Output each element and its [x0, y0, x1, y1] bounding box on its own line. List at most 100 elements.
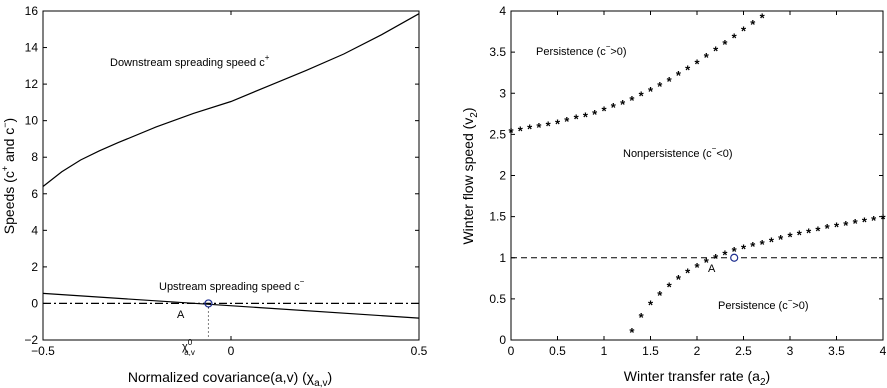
right-lower-curve-point: * [853, 216, 859, 231]
left-point-a-marker [204, 299, 213, 308]
right-upper-curve-point: * [583, 109, 589, 124]
right-lower-curve-point: * [769, 234, 775, 249]
right-lower-curve-point: * [825, 221, 831, 236]
left-y-tick-label: 16 [25, 4, 39, 18]
right-upper-curve-point: * [750, 17, 756, 32]
right-y-tick-label: 0 [499, 333, 506, 347]
right-y-tick-label: 3.5 [489, 45, 506, 59]
right-upper-curve-point: * [536, 120, 542, 135]
right-y-tick-label: 1 [499, 251, 506, 265]
left-downstream-annotation: Downstream spreading speed c+ [110, 53, 270, 69]
right-x-tick-label: 2.5 [735, 344, 752, 358]
right-y-tick-label: 0.5 [489, 292, 506, 306]
right-y-tick-label: 2 [499, 169, 506, 183]
left-y-tick-label: 14 [25, 41, 39, 55]
right-lower-curve-point: * [815, 224, 821, 239]
right-upper-curve-point: * [722, 37, 728, 52]
right-point-a-marker [730, 253, 739, 262]
right-upper-curve-point: * [546, 118, 552, 133]
right-upper-curve-point: * [611, 100, 617, 115]
right-chart-marks: * * * * * * * * * * * * * * * * * * * * * * * * * * * ****** * * * * * * *… [508, 11, 886, 340]
left-x-tick-label: 0.5 [411, 344, 428, 358]
left-y-tick-label: 4 [31, 223, 38, 237]
left-y-axis-label: Speeds (c+ and c−) [0, 118, 17, 234]
right-lower-curve-point: * [806, 225, 812, 240]
left-point-a-label: A [177, 309, 185, 321]
right-lower-curve-point: * [657, 288, 663, 303]
right-y-axis-label: Winter flow speed (v2) [460, 107, 480, 244]
right-x-tick-label: 3 [787, 344, 794, 358]
right-lower-curve-point: * [787, 229, 793, 244]
right-lower-curve-point: * [694, 260, 700, 275]
right-upper-curve-point: * [760, 11, 766, 26]
right-upper-curve-point: * [667, 74, 673, 89]
left-chi-label: χ0 a,v [182, 338, 195, 357]
right-lower-curve-point: * [629, 325, 635, 340]
right-lower-curve-point: * [685, 266, 691, 281]
left-y-tick-label: 8 [31, 150, 38, 164]
left-ticks: −0.5 0 0.5 −2 0 2 4 6 8 10 12 14 16 [24, 4, 427, 358]
right-upper-curve-point: * [555, 117, 561, 132]
right-x-tick-label: 1.5 [642, 344, 659, 358]
right-x-tick-label: 3.5 [828, 344, 845, 358]
right-lower-curve-point: * [732, 244, 738, 259]
right-lower-curve-point: * [871, 213, 877, 228]
left-y-tick-label: 0 [31, 296, 38, 310]
right-upper-curve-point: * [564, 114, 570, 129]
left-y-tick-label: 6 [31, 187, 38, 201]
right-upper-curve-point: * [601, 104, 607, 119]
right-x-tick-label: 0.5 [549, 344, 566, 358]
right-lower-curve-point: * [741, 242, 747, 257]
right-lower-curve-point: * [843, 218, 849, 233]
left-y-tick-label: −2 [24, 333, 38, 347]
right-upper-curve-point: * [527, 122, 533, 137]
right-upper-curve-point: * [732, 30, 738, 45]
left-series-line-0 [42, 13, 420, 187]
right-lower-curve-point: * [862, 215, 868, 230]
right-persistence-top-annotation: Persistence (c−>0) [536, 42, 627, 58]
right-lower-curve-point: * [760, 237, 766, 252]
right-x-tick-label: 2 [694, 344, 701, 358]
right-lower-curve-point: * [639, 310, 645, 325]
right-x-tick-label: 4 [880, 344, 887, 358]
right-upper-curve-point: * [676, 68, 682, 83]
right-nonpersistence-annotation: Nonpersistence (c−<0) [623, 144, 733, 160]
right-upper-curve-point: * [713, 43, 719, 58]
left-y-tick-label: 12 [25, 77, 39, 91]
left-y-tick-label: 2 [31, 260, 38, 274]
left-x-axis-label: Normalized covariance(a,v) (χa,v) [128, 369, 332, 388]
right-upper-curve-point: * [741, 24, 747, 39]
right-persistence-bottom-annotation: Persistence (c−>0) [718, 296, 809, 312]
right-x-axis-label: Winter transfer rate (a2) [624, 368, 770, 388]
right-lower-curve-point: * [750, 239, 756, 254]
right-lower-curve-point: * [834, 219, 840, 234]
left-x-tick-label: −0.5 [31, 344, 55, 358]
right-y-tick-label: 4 [499, 4, 506, 18]
right-y-tick-label: 1.5 [489, 210, 506, 224]
right-lower-curve-point: * [797, 228, 803, 243]
left-series-line-1 [42, 292, 420, 319]
right-lower-curve-point: * [667, 280, 673, 295]
right-lower-curve-point: * [722, 247, 728, 262]
right-point-a-label: A [708, 263, 716, 275]
right-y-tick-label: 3 [499, 86, 506, 100]
right-lower-curve-point: * [713, 251, 719, 266]
right-upper-curve-point: * [648, 84, 654, 99]
right-upper-curve-point: * [629, 93, 635, 108]
right-lower-curve-point: * [676, 272, 682, 287]
right-lower-curve-point: * [704, 255, 710, 270]
left-chart: −0.5 0 0.5 −2 0 2 4 6 8 10 12 14 16 Downstream sprea… [0, 4, 428, 388]
right-x-tick-label: 0 [508, 344, 515, 358]
right-upper-curve-point: * [620, 97, 626, 112]
right-upper-curve-point: * [592, 107, 598, 122]
right-lower-curve-point: * [778, 232, 784, 247]
right-upper-curve-point: * [685, 62, 691, 77]
right-upper-curve-point: * [518, 123, 524, 138]
left-chart-marks [42, 13, 420, 340]
right-upper-curve-point: * [574, 112, 580, 127]
left-y-tick-label: 10 [25, 114, 39, 128]
left-upstream-annotation: Upstream spreading speed c− [159, 277, 305, 293]
right-upper-curve-point: * [639, 89, 645, 104]
right-upper-curve-point: * [704, 50, 710, 65]
